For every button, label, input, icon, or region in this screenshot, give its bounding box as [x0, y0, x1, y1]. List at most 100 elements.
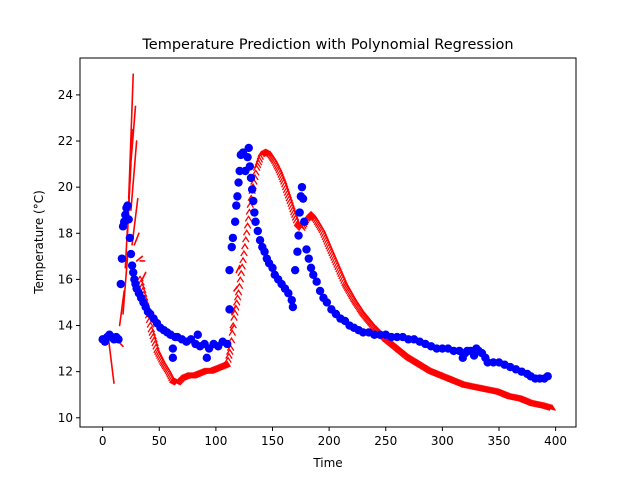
prediction-mark — [151, 339, 159, 347]
y-tick-label: 12 — [58, 365, 73, 379]
prediction-mark — [255, 156, 264, 163]
actual-point — [298, 194, 308, 203]
prediction-mark — [235, 282, 244, 290]
actual-point — [543, 372, 552, 381]
prediction-mark — [237, 269, 246, 277]
x-tick-label: 400 — [544, 434, 567, 448]
prediction-segment — [135, 255, 144, 262]
actual-point — [294, 231, 303, 240]
prediction-mark — [284, 192, 293, 199]
prediction-mark — [282, 186, 291, 194]
actual-point — [202, 353, 212, 363]
actual-point — [117, 254, 127, 263]
actual-point — [245, 162, 255, 171]
actual-point — [223, 339, 232, 349]
prediction-mark — [233, 294, 242, 301]
actual-point — [251, 217, 260, 226]
actual-point — [312, 277, 321, 286]
y-tick-label: 18 — [58, 226, 73, 240]
prediction-segment — [130, 140, 138, 212]
actual-point — [116, 279, 125, 289]
plot-frame — [79, 57, 577, 428]
y-tick-label: 16 — [58, 272, 73, 286]
actual-points — [98, 143, 552, 383]
actual-point — [124, 215, 133, 224]
y-tick-label: 24 — [58, 88, 73, 102]
prediction-mark — [224, 356, 232, 364]
actual-point — [114, 335, 123, 344]
prediction-mark — [234, 289, 243, 296]
prediction-mark — [229, 321, 237, 329]
prediction-mark — [223, 360, 231, 368]
prediction-mark — [147, 325, 156, 333]
actual-point — [168, 353, 178, 363]
prediction-segment — [133, 232, 140, 246]
prediction-mark — [240, 249, 248, 257]
y-tick-label: 10 — [58, 411, 73, 425]
actual-point — [193, 330, 202, 339]
prediction-mark — [243, 222, 252, 229]
prediction-mark — [242, 229, 251, 236]
y-tick-label: 20 — [58, 180, 73, 194]
prediction-mark — [285, 194, 294, 202]
actual-point — [234, 178, 243, 187]
prediction-mark — [225, 352, 233, 360]
prediction-mark — [546, 403, 554, 411]
x-tick-label: 250 — [374, 434, 397, 448]
actual-point — [129, 268, 138, 277]
actual-point — [322, 298, 332, 307]
prediction-segment — [235, 264, 241, 274]
x-tick-label: 200 — [318, 434, 341, 448]
prediction-mark — [231, 309, 239, 316]
actual-point — [168, 344, 178, 353]
actual-point — [230, 217, 240, 226]
prediction-mark — [547, 404, 555, 411]
prediction-mark — [238, 263, 246, 270]
actual-point — [225, 305, 234, 314]
actual-point — [249, 196, 258, 206]
prediction-mark — [252, 164, 261, 172]
y-axis-label: Temperature (°C) — [32, 190, 46, 295]
prediction-mark — [252, 169, 260, 176]
prediction-mark — [244, 215, 253, 222]
actual-point — [293, 247, 302, 256]
prediction-mark — [291, 214, 300, 221]
prediction-segment — [107, 336, 115, 384]
prediction-mark — [548, 404, 556, 411]
prediction-mark — [152, 343, 160, 350]
prediction-segment — [129, 105, 137, 177]
prediction-segment — [127, 73, 135, 200]
x-axis: 0 50 100 150 200 250 300 350 400 — [99, 427, 567, 448]
y-axis: 10 12 14 16 18 20 22 24 — [58, 88, 80, 425]
y-tick-label: 22 — [58, 134, 73, 148]
chart-title: Temperature Prediction with Polynomial R… — [141, 37, 513, 53]
prediction-mark — [286, 197, 294, 205]
prediction-mark — [280, 181, 289, 188]
actual-point — [284, 289, 293, 298]
x-tick-label: 350 — [488, 434, 511, 448]
x-tick-label: 0 — [99, 434, 107, 448]
actual-point — [225, 265, 234, 275]
x-tick-label: 150 — [261, 434, 284, 448]
prediction-mark — [239, 256, 247, 264]
prediction-mark — [230, 314, 238, 321]
actual-point — [247, 185, 257, 194]
actual-point — [127, 261, 137, 270]
prediction-mark — [283, 189, 292, 196]
prediction-mark — [287, 200, 295, 208]
prediction-segment — [141, 271, 147, 281]
actual-point — [244, 143, 253, 153]
actual-point — [288, 302, 298, 312]
prediction-mark — [146, 321, 155, 328]
actual-point — [290, 265, 300, 275]
prediction-mark — [289, 206, 297, 213]
x-axis-label: Time — [312, 456, 342, 470]
actual-point — [253, 226, 262, 236]
prediction-mark — [280, 178, 288, 185]
prediction-mark — [148, 329, 157, 336]
actual-point — [125, 233, 135, 243]
plot-area — [98, 73, 556, 411]
prediction-mark — [242, 235, 250, 243]
